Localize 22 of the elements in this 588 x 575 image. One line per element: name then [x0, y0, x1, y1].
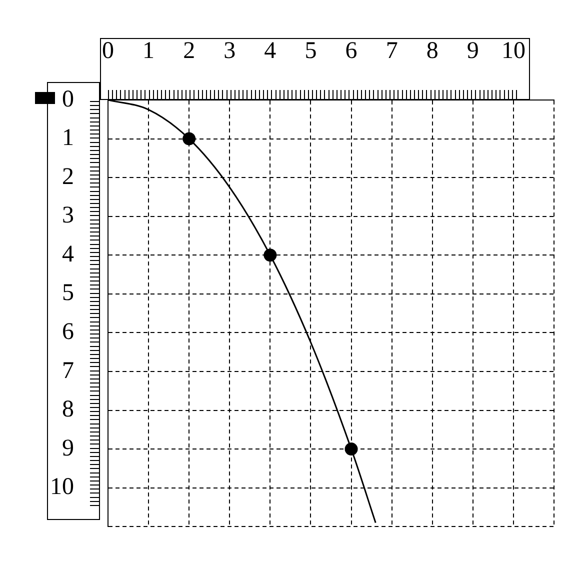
y-tick-label: 9 — [62, 435, 74, 462]
x-tick-label: 0 — [102, 38, 114, 64]
y-tick-label: 5 — [62, 280, 74, 306]
y-tick-label: 2 — [62, 164, 74, 190]
x-tick-label: 9 — [466, 38, 479, 64]
y-tick-label: 0 — [62, 86, 74, 112]
x-tick-label: 8 — [426, 38, 438, 64]
y-tick-label: 7 — [62, 358, 74, 384]
y-tick-label: 3 — [62, 202, 74, 229]
x-tick-label: 7 — [386, 38, 398, 64]
x-tick-label: 3 — [224, 38, 236, 64]
x-tick-label: 10 — [501, 38, 526, 64]
y-tick-label: 6 — [62, 318, 74, 345]
x-tick-label: 4 — [264, 38, 276, 64]
x-tick-label: 5 — [304, 38, 317, 64]
y-tick-label: 8 — [62, 396, 74, 423]
y-tick-label: 4 — [62, 241, 74, 268]
y-tick-label: 10 — [50, 474, 74, 500]
x-tick-label: 2 — [183, 38, 196, 64]
y-tick-label: 1 — [62, 125, 74, 152]
x-tick-label: 1 — [142, 38, 155, 64]
x-tick-label: 6 — [345, 38, 358, 64]
